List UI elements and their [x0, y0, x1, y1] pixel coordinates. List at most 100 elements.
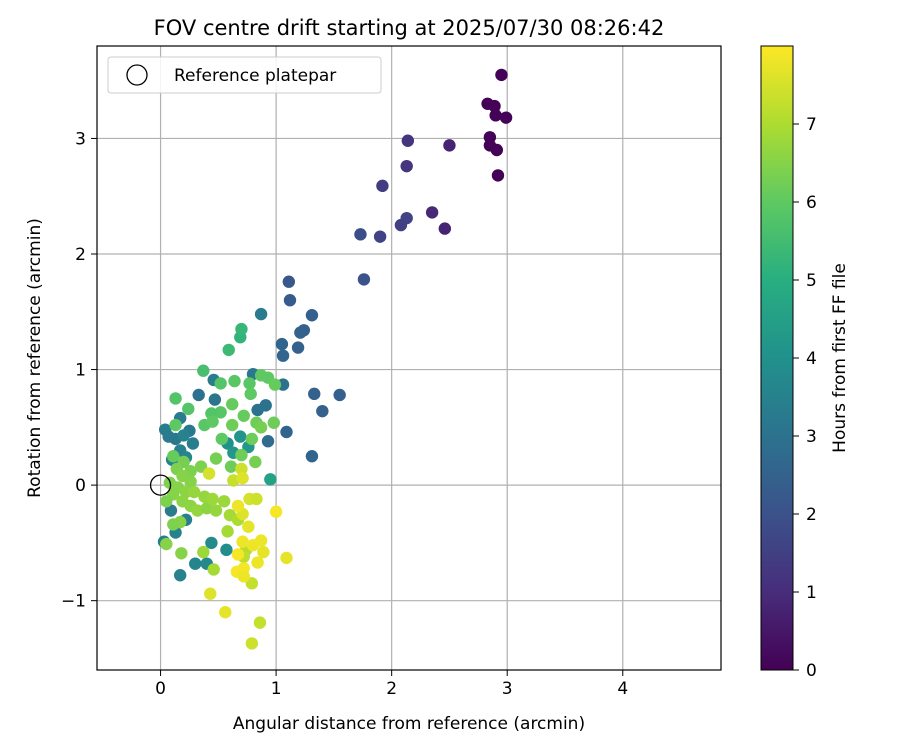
colorbar-tick-label: 3: [806, 427, 817, 447]
scatter-point: [169, 392, 182, 405]
scatter-point: [187, 485, 201, 499]
x-axis-label: Angular distance from reference (arcmin): [233, 714, 585, 734]
scatter-point: [254, 307, 268, 321]
scatter-point: [197, 545, 210, 559]
scatter-point: [276, 349, 290, 362]
scatter-point: [394, 218, 408, 232]
scatter-point: [204, 587, 217, 600]
scatter-point: [245, 432, 259, 446]
scatter-point: [308, 387, 321, 401]
scatter-point: [169, 418, 182, 432]
scatter-point: [254, 534, 268, 547]
scatter-point: [160, 537, 173, 551]
scatter-point: [237, 570, 250, 583]
scatter-point: [305, 309, 319, 322]
colorbar-tick-label: 4: [806, 349, 817, 369]
y-tick-label: 0: [75, 476, 86, 496]
scatter-point: [280, 551, 293, 565]
scatter-point: [206, 492, 219, 506]
scatter-point: [425, 206, 439, 219]
scatter-point: [268, 378, 282, 391]
scatter-point: [257, 545, 270, 559]
colorbar-tick-label: 5: [806, 271, 817, 291]
scatter-point: [294, 326, 307, 339]
x-tick-label: 3: [502, 679, 513, 699]
legend-entry-reference: Reference platepar: [174, 66, 336, 86]
scatter-point: [215, 432, 228, 446]
scatter-point: [206, 415, 219, 428]
scatter-point: [174, 569, 187, 582]
scatter-point: [186, 437, 200, 450]
scatter-point: [245, 637, 259, 650]
scatter-point: [264, 473, 277, 486]
scatter-point: [291, 341, 305, 354]
scatter-point: [224, 460, 238, 473]
scatter-point: [222, 343, 235, 357]
scatter-point: [209, 504, 223, 517]
x-axis-ticks: 0 1 2 3 4: [155, 670, 628, 699]
scatter-point: [231, 548, 245, 561]
scatter-point: [164, 504, 178, 517]
scatter-point: [192, 388, 205, 402]
scatter-point: [283, 294, 297, 307]
data-points: [157, 68, 513, 650]
colorbar-label: Hours from first FF file: [830, 263, 850, 453]
scatter-point: [226, 418, 239, 432]
colorbar-tick-label: 6: [806, 193, 817, 213]
reference-marker: [149, 474, 172, 496]
scatter-point: [491, 169, 505, 182]
scatter-point: [400, 159, 413, 173]
scatter-point: [282, 275, 296, 288]
scatter-point: [175, 547, 188, 560]
scatter-point: [354, 228, 367, 241]
chart-title: FOV centre drift starting at 2025/07/30 …: [154, 16, 665, 40]
scatter-point: [376, 179, 389, 193]
scatter-point: [160, 495, 173, 508]
colorbar-tick-label: 2: [806, 505, 817, 525]
scatter-point: [214, 406, 227, 419]
scatter-point: [251, 556, 264, 569]
scatter-point: [495, 68, 508, 82]
scatter-point: [228, 374, 241, 388]
scatter-point: [219, 606, 232, 619]
scatter-point: [237, 409, 250, 422]
plot-frame: [96, 45, 722, 671]
reference-platepar-point: [149, 474, 172, 496]
scatter-point: [438, 222, 452, 235]
scatter-point: [488, 99, 501, 113]
scatter-point: [231, 499, 245, 513]
y-tick-label: −1: [61, 592, 86, 612]
scatter-point: [261, 435, 275, 448]
legend-marker-circle: [126, 64, 148, 86]
scatter-point: [202, 467, 216, 480]
scatter-point: [280, 425, 293, 439]
scatter-point: [207, 563, 220, 576]
x-tick-label: 0: [155, 679, 166, 699]
scatter-point: [189, 557, 202, 570]
colorbar-tick-label: 1: [806, 583, 817, 603]
scatter-point: [499, 111, 513, 124]
scatter-point: [269, 505, 283, 518]
scatter-point: [275, 337, 289, 351]
colorbar-ticks: 0 1 2 3 4 5 6 7: [793, 115, 817, 681]
scatter-point: [236, 535, 249, 548]
scatter-point: [254, 421, 268, 434]
colorbar-tick-label: 0: [806, 661, 817, 681]
scatter-point: [167, 450, 180, 463]
scatter-point: [184, 475, 197, 488]
x-tick-label: 4: [617, 679, 628, 699]
scatter-point: [226, 398, 239, 411]
grid-lines: [97, 46, 721, 670]
scatter-point: [333, 388, 346, 402]
legend-box: [107, 56, 382, 94]
scatter-point: [253, 616, 267, 629]
x-tick-label: 1: [271, 679, 282, 699]
scatter-point: [490, 143, 504, 157]
scatter-point: [209, 452, 223, 465]
scatter-point: [251, 403, 264, 417]
scatter-point: [177, 429, 190, 442]
scatter-point: [167, 518, 180, 531]
scatter-point: [443, 139, 456, 152]
